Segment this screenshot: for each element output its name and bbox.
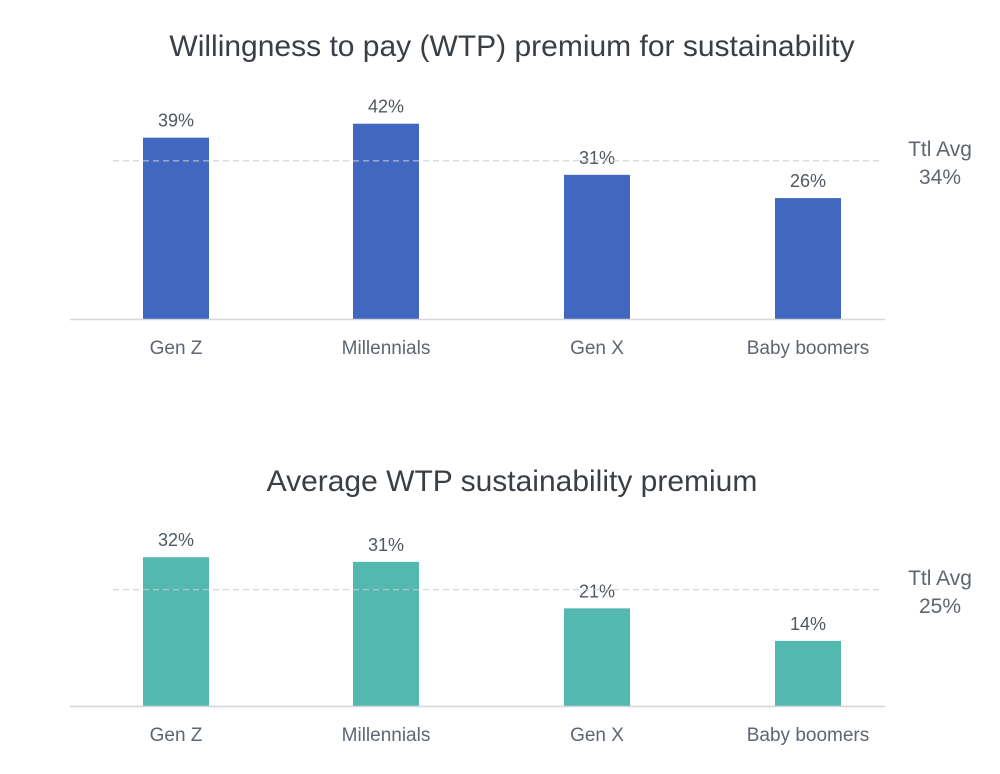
data-label: 42% [368,97,404,117]
data-label: 31% [368,535,404,555]
data-label: 32% [158,530,194,550]
bar [775,640,841,706]
bar [353,123,419,319]
x-tick-label: Gen Z [150,338,203,359]
x-tick-label: Baby boomers [747,725,870,746]
chart-title: Average WTP sustainability premium [267,465,758,498]
x-tick-label: Gen X [570,725,624,746]
x-tick-label: Millennials [342,338,431,359]
bar [143,557,209,706]
chart-title: Willingness to pay (WTP) premium for sus… [169,30,854,63]
data-label: 39% [158,111,194,131]
average-label: Ttl Avg [908,567,972,590]
data-label: 21% [579,581,615,601]
data-label: 14% [790,614,826,634]
bar [353,561,419,706]
data-label: 26% [790,171,826,191]
x-tick-label: Gen X [570,338,624,359]
average-label: Ttl Avg [908,138,972,161]
average-value: 34% [919,166,961,189]
bar [564,608,630,706]
x-tick-label: Millennials [342,725,431,746]
bar [564,174,630,319]
average-value: 25% [919,595,961,618]
bar [143,137,209,319]
x-tick-label: Baby boomers [747,338,870,359]
bar [775,198,841,319]
x-tick-label: Gen Z [150,725,203,746]
data-label: 31% [579,148,615,168]
